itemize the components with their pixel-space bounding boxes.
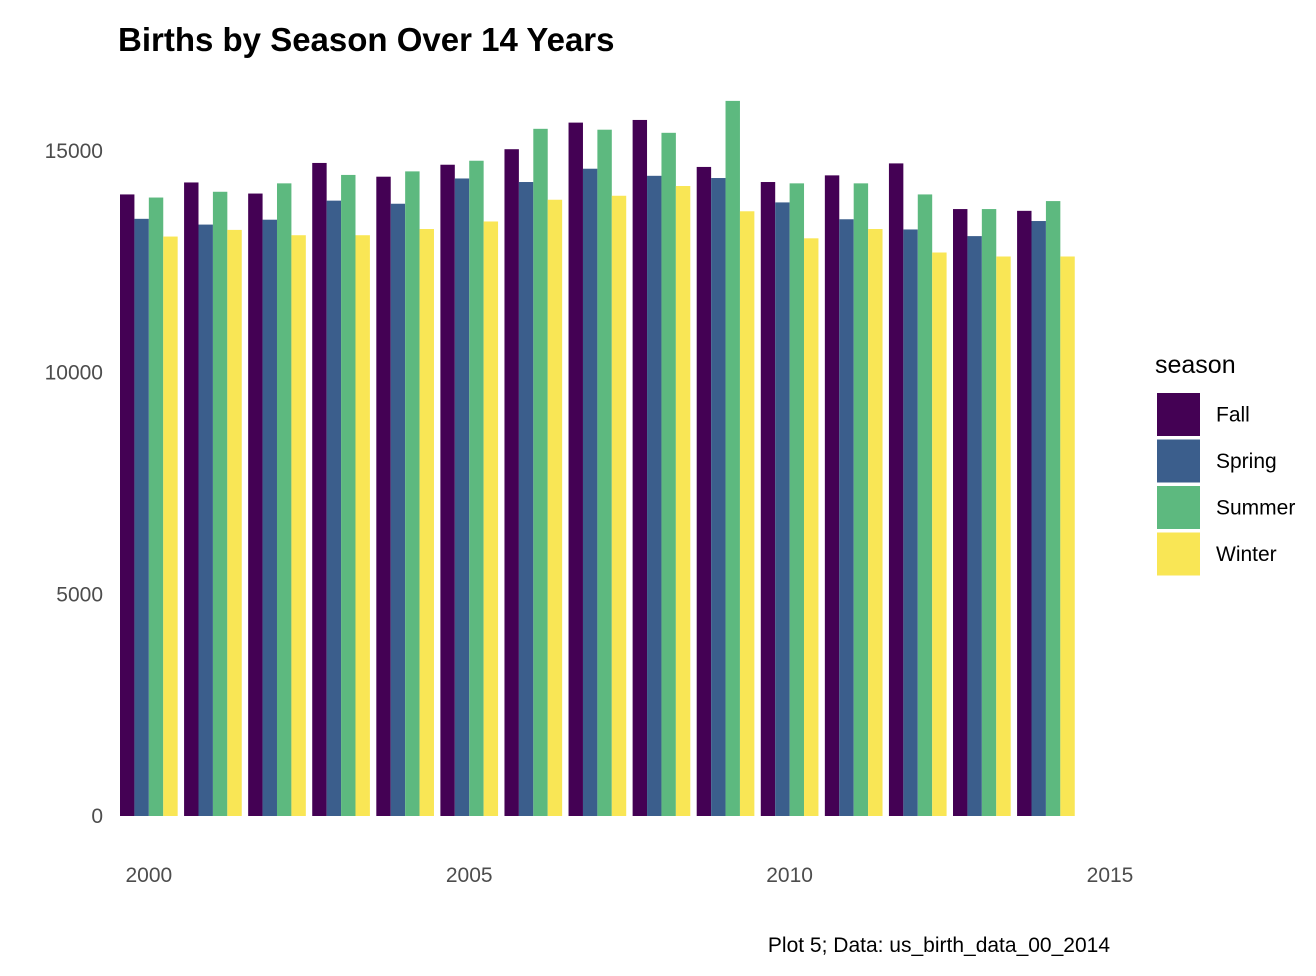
- bar-spring-2000: [134, 218, 149, 816]
- bar-summer-2010: [789, 183, 805, 817]
- x-tick-label: 2005: [446, 864, 493, 887]
- bar-summer-2014: [1045, 201, 1061, 816]
- bar-winter-2001: [227, 229, 242, 816]
- bar-winter-2004: [419, 229, 434, 816]
- bar-spring-2007: [582, 168, 598, 817]
- bar-spring-2009: [711, 178, 726, 816]
- bar-spring-2010: [775, 202, 790, 816]
- bar-fall-2009: [696, 166, 712, 816]
- bar-fall-2014: [1017, 210, 1032, 817]
- y-tick-label: 0: [91, 805, 103, 828]
- bar-summer-2005: [469, 160, 484, 817]
- bar-summer-2000: [148, 197, 164, 817]
- bar-spring-2005: [454, 178, 470, 817]
- bar-summer-2002: [276, 183, 292, 817]
- bar-spring-2006: [518, 182, 534, 816]
- bar-summer-2009: [725, 100, 740, 816]
- legend-key-summer: [1157, 486, 1200, 529]
- bar-winter-2012: [932, 252, 947, 816]
- bar-summer-2012: [917, 194, 933, 816]
- x-tick-label: 2015: [1087, 864, 1134, 887]
- bar-spring-2001: [198, 224, 213, 816]
- x-axis: 2000 2005 2010 2015: [125, 864, 1133, 887]
- bar-fall-2012: [888, 163, 904, 816]
- bar-winter-2011: [868, 229, 883, 816]
- legend-label-spring: Spring: [1216, 450, 1277, 473]
- legend-label-winter: Winter: [1216, 543, 1277, 566]
- bar-spring-2011: [839, 219, 854, 816]
- bar-fall-2002: [248, 193, 263, 817]
- bars-layer: [120, 100, 1075, 817]
- bar-summer-2006: [533, 128, 548, 816]
- legend-key-spring: [1157, 439, 1200, 483]
- bar-fall-2003: [312, 162, 327, 816]
- chart-title: Births by Season Over 14 Years: [118, 21, 615, 58]
- bar-spring-2003: [326, 200, 342, 816]
- bar-summer-2001: [212, 191, 228, 816]
- bar-fall-2006: [504, 149, 519, 816]
- legend: season Fall Spring Summer Winter: [1155, 351, 1295, 576]
- bar-spring-2012: [903, 229, 918, 816]
- bar-spring-2004: [390, 203, 406, 817]
- bar-summer-2004: [405, 171, 420, 816]
- bar-spring-2013: [967, 236, 982, 817]
- bar-fall-2013: [953, 209, 968, 816]
- legend-label-summer: Summer: [1216, 497, 1295, 520]
- bar-winter-2010: [804, 238, 819, 816]
- bar-summer-2007: [597, 129, 612, 816]
- bar-fall-2001: [184, 182, 199, 816]
- bar-spring-2002: [262, 219, 277, 816]
- bar-winter-2000: [163, 236, 178, 817]
- bar-winter-2007: [611, 195, 627, 816]
- bar-summer-2011: [853, 183, 869, 817]
- y-tick-label: 15000: [45, 140, 103, 163]
- y-tick-label: 10000: [45, 362, 103, 385]
- legend-title: season: [1155, 351, 1236, 379]
- bar-fall-2000: [120, 194, 135, 816]
- x-tick-label: 2010: [766, 864, 813, 887]
- bar-winter-2013: [996, 256, 1011, 816]
- legend-key-fall: [1157, 393, 1200, 436]
- bar-winter-2014: [1060, 256, 1075, 816]
- legend-key-winter: [1157, 532, 1200, 576]
- bar-winter-2003: [355, 235, 370, 817]
- chart-caption: Plot 5; Data: us_birth_data_00_2014: [768, 934, 1110, 957]
- bar-summer-2008: [661, 132, 676, 816]
- bar-fall-2007: [568, 122, 583, 817]
- legend-label-fall: Fall: [1216, 404, 1250, 427]
- bar-summer-2013: [981, 209, 997, 816]
- bar-winter-2002: [291, 235, 306, 817]
- bar-fall-2011: [824, 175, 840, 816]
- y-axis: 0 5000 10000 15000: [45, 140, 103, 828]
- bar-summer-2003: [341, 174, 356, 816]
- bar-fall-2008: [632, 119, 648, 816]
- bar-winter-2006: [547, 199, 563, 816]
- bar-fall-2005: [440, 164, 455, 817]
- bar-fall-2004: [376, 176, 391, 816]
- x-tick-label: 2000: [125, 864, 172, 887]
- y-tick-label: 5000: [56, 583, 103, 606]
- bar-winter-2008: [675, 186, 691, 816]
- bar-fall-2010: [760, 182, 776, 816]
- bar-spring-2008: [647, 175, 662, 816]
- bar-winter-2009: [739, 211, 755, 816]
- bar-winter-2005: [483, 221, 499, 817]
- bar-spring-2014: [1031, 221, 1046, 816]
